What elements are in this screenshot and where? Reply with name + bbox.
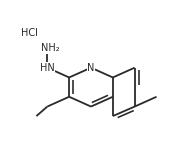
Text: HCl: HCl <box>21 28 37 38</box>
Text: N: N <box>87 63 95 73</box>
Text: HN: HN <box>40 63 55 73</box>
Text: NH₂: NH₂ <box>41 43 59 53</box>
